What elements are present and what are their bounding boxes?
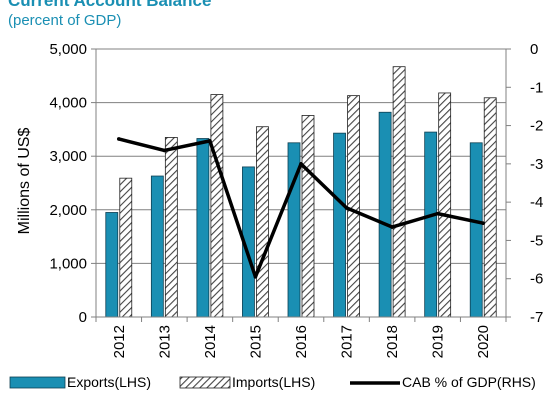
y-tick-label: 4,000 <box>49 95 87 112</box>
y2-tick-label: 0 <box>530 41 538 58</box>
bar-exports <box>469 142 483 318</box>
bar-imports <box>301 115 315 318</box>
x-tick-label: 2017 <box>339 325 356 358</box>
bar-exports <box>150 175 164 318</box>
y2-tick-label: -6 <box>530 271 543 288</box>
x-tick-label: 2014 <box>202 325 219 358</box>
legend-swatch-imports <box>179 376 231 389</box>
plot-frame <box>95 48 507 318</box>
bar-exports <box>424 131 438 318</box>
x-tick-label: 2020 <box>475 325 492 358</box>
bar-imports <box>347 95 360 318</box>
chart-subtitle: (percent of GDP) <box>8 12 122 29</box>
y2-tick-label: -5 <box>530 232 543 249</box>
y-tick-label: 2,000 <box>49 202 87 219</box>
x-tick-label: 2016 <box>293 325 310 358</box>
legend-swatch-exports <box>9 376 66 389</box>
bar-exports <box>105 212 119 318</box>
bar-imports <box>438 92 452 318</box>
bar-imports <box>210 94 224 318</box>
y-tick-label: 0 <box>79 309 87 326</box>
x-tick-label: 2018 <box>384 325 401 358</box>
y2-tick-label: -4 <box>530 194 543 211</box>
x-tick-label: 2015 <box>247 325 264 358</box>
legend-label-imports: Imports(LHS) <box>232 374 315 390</box>
y-tick-label: 3,000 <box>49 148 87 165</box>
legend-label-exports: Exports(LHS) <box>67 374 151 390</box>
bar-exports <box>333 132 346 318</box>
cab-point <box>435 211 440 216</box>
y-tick-label: 1,000 <box>49 255 87 272</box>
legend-label-cab: CAB % of GDP(RHS) <box>402 374 536 390</box>
bar-imports <box>256 126 269 318</box>
y-axis-label: Millions of US$ <box>16 128 33 235</box>
cab-point <box>162 148 167 153</box>
bar-imports <box>164 137 178 318</box>
y2-tick-label: -1 <box>530 79 543 96</box>
cab-point <box>390 225 394 229</box>
x-tick-label: 2019 <box>430 325 447 358</box>
bar-imports <box>483 97 497 318</box>
y2-tick-label: -2 <box>530 118 543 135</box>
cab-point <box>116 137 121 141</box>
cab-point <box>299 162 303 166</box>
bar-exports <box>196 138 210 318</box>
bar-imports <box>119 177 133 318</box>
cab-point <box>481 221 486 225</box>
cab-point <box>253 275 258 279</box>
y-tick-label: 5,000 <box>49 41 87 58</box>
y2-tick-label: -7 <box>530 309 543 326</box>
cab-point <box>344 206 349 210</box>
chart-title: Current Account Balance <box>8 0 212 10</box>
x-tick-label: 2013 <box>156 325 173 358</box>
bar-exports <box>378 111 392 318</box>
y2-tick-label: -3 <box>530 156 543 173</box>
cab-point <box>208 139 212 143</box>
bar-imports <box>392 66 406 318</box>
x-tick-label: 2012 <box>111 325 128 358</box>
